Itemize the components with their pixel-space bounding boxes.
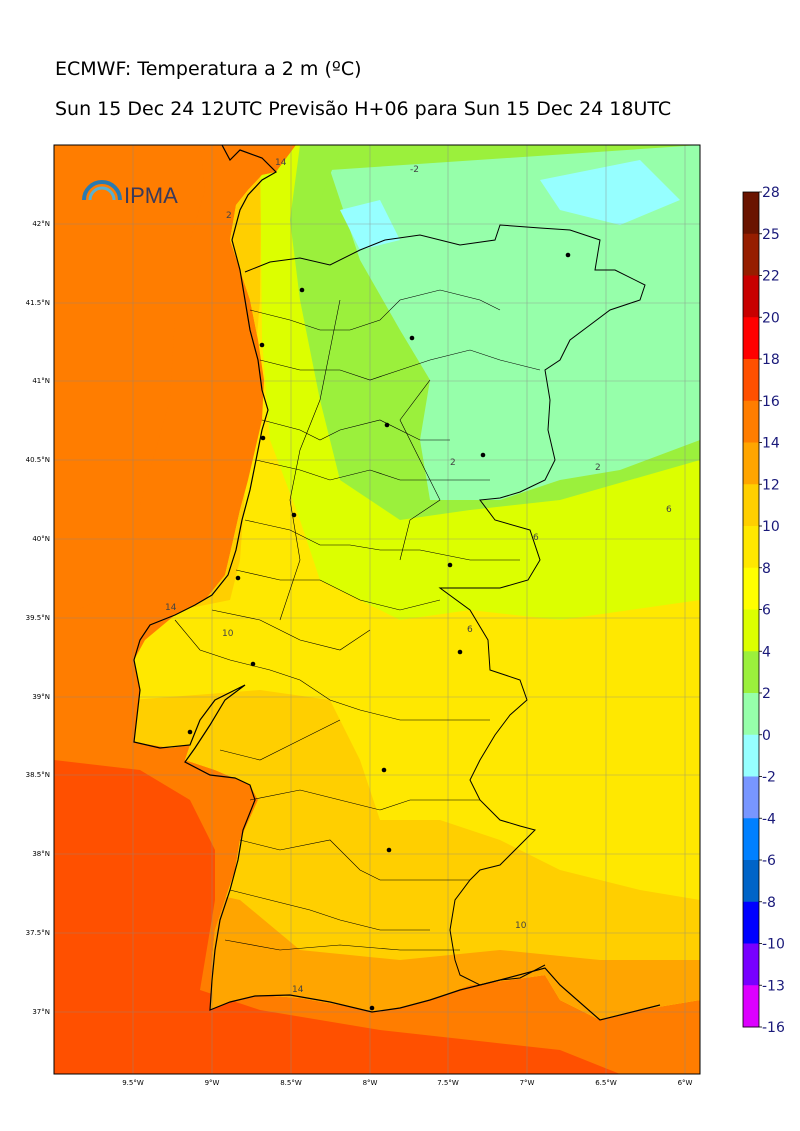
city-markers (187, 252, 571, 1011)
colorbar-label: 16 (762, 394, 780, 410)
colorbar-label: 18 (762, 352, 780, 368)
coastline (133, 145, 661, 1021)
colorbar-swatch (743, 526, 759, 569)
contour-label: 10 (222, 629, 234, 639)
contour-label: 2 (595, 463, 601, 473)
colorbar-label: 4 (762, 644, 771, 660)
colorbar-swatch (743, 442, 759, 485)
colorbar-label: 12 (762, 477, 780, 493)
contour-label: 6 (533, 533, 539, 543)
colorbar-swatch (743, 860, 759, 903)
contour-labels: -2 2 2 2 6 6 6 10 10 14 14 14 (165, 158, 672, 995)
colorbar-swatch (743, 943, 759, 986)
map-field (54, 145, 700, 1074)
contour-label: 14 (275, 158, 287, 168)
colorbar-label: -4 (762, 811, 776, 827)
y-tick-label: 38.5°N (26, 771, 50, 779)
contour-label: -2 (410, 165, 419, 175)
colorbar-label: -10 (762, 937, 785, 953)
x-axis-labels: 9.5°W 9°W 8.5°W 8°W 7.5°W 7°W 6.5°W 6°W (122, 1079, 692, 1087)
colorbar-label: 10 (762, 519, 780, 535)
colorbar-label: -6 (762, 853, 776, 869)
colorbar-label: -13 (762, 978, 785, 994)
colorbar-label: 6 (762, 603, 771, 619)
colorbar-swatch (743, 609, 759, 652)
x-tick-label: 7.5°W (437, 1079, 459, 1087)
x-tick-label: 8°W (363, 1079, 378, 1087)
colorbar-label: -2 (762, 770, 776, 786)
y-tick-label: 39.5°N (26, 614, 50, 622)
contour-label: 14 (165, 603, 177, 613)
x-tick-label: 8.5°W (280, 1079, 302, 1087)
colorbar-swatch (743, 693, 759, 736)
colorbar-label: 8 (762, 561, 771, 577)
colorbar-swatch (743, 400, 759, 443)
country-border (244, 224, 646, 986)
y-tick-label: 42°N (32, 220, 50, 228)
x-tick-label: 9.5°W (122, 1079, 144, 1087)
contour-label: 14 (292, 985, 304, 995)
colorbar-label: 0 (762, 728, 771, 744)
colorbar-label: 14 (762, 436, 780, 452)
map-title: ECMWF: Temperatura a 2 m (ºC) (55, 58, 362, 80)
colorbar-swatch (743, 901, 759, 944)
ipma-logo: IPMA (82, 180, 178, 208)
y-tick-label: 37°N (32, 1008, 50, 1016)
y-tick-label: 41°N (32, 377, 50, 385)
colorbar-label: 2 (762, 686, 771, 702)
colorbar-label: 25 (762, 227, 780, 243)
colorbar-label: 22 (762, 269, 780, 285)
colorbar-swatch (743, 651, 759, 694)
district-boundaries (174, 289, 541, 951)
colorbar-swatch (743, 317, 759, 360)
colorbar-swatch (743, 985, 759, 1028)
y-tick-label: 38°N (32, 850, 50, 858)
map-subtitle: Sun 15 Dec 24 12UTC Previsão H+06 para S… (55, 98, 672, 120)
colorbar-swatch (743, 734, 759, 777)
contour-label: 2 (226, 211, 232, 221)
colorbar-swatch (743, 275, 759, 318)
colorbar-label: 20 (762, 310, 780, 326)
colorbar-swatch (743, 484, 759, 527)
y-tick-label: 41.5°N (26, 299, 50, 307)
colorbar-label: -16 (762, 1020, 785, 1036)
contour-label: 10 (515, 921, 527, 931)
logo-text: IPMA (124, 183, 178, 208)
contour-label: 6 (467, 625, 473, 635)
x-tick-label: 7°W (520, 1079, 535, 1087)
y-tick-label: 40.5°N (26, 456, 50, 464)
map-frame (53, 144, 701, 1075)
colorbar-swatch (743, 567, 759, 610)
colorbar-label: -8 (762, 895, 776, 911)
colorbar-swatch (743, 233, 759, 276)
y-tick-label: 40°N (32, 535, 50, 543)
colorbar-swatch (743, 776, 759, 819)
contour-label: 2 (450, 458, 456, 468)
x-tick-label: 6.5°W (595, 1079, 617, 1087)
colorbar-swatch (743, 818, 759, 861)
contour-label: 6 (666, 505, 672, 515)
x-tick-label: 6°W (678, 1079, 693, 1087)
y-axis-labels: 42°N 41.5°N 41°N 40.5°N 40°N 39.5°N 39°N… (26, 220, 50, 1016)
y-tick-label: 37.5°N (26, 929, 50, 937)
y-tick-label: 39°N (32, 693, 50, 701)
colorbar-swatch (743, 192, 759, 235)
colorbar-swatch (743, 359, 759, 402)
x-tick-label: 9°W (205, 1079, 220, 1087)
colorbar-label: 28 (762, 185, 780, 201)
